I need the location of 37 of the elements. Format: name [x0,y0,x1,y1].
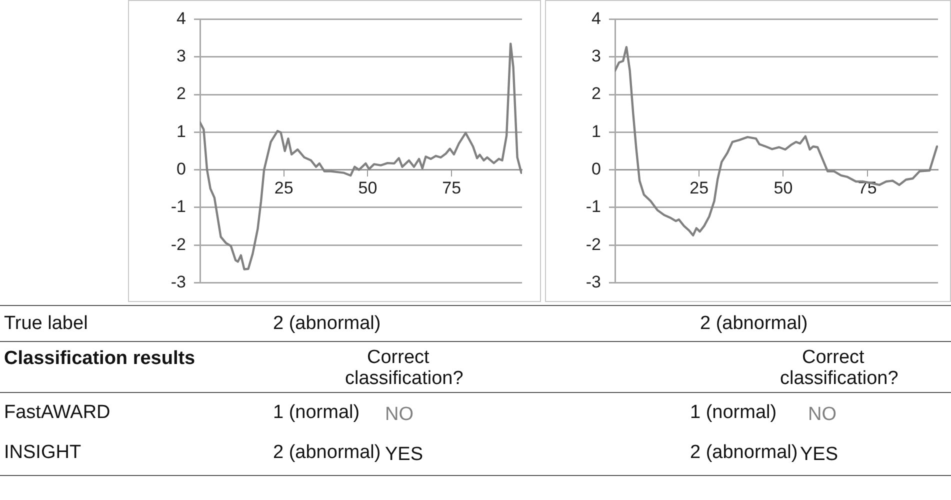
y-tick-label: -2 [170,234,186,254]
y-tick-label: -1 [586,197,601,216]
y-tick-label: 3 [176,46,186,66]
y-tick-label: -3 [586,272,601,292]
text: 2 (abnormal) [700,313,808,334]
text: Classification results [4,348,196,369]
y-tick-label: 1 [176,122,186,141]
text: Correct classification? [780,347,900,389]
y-tick-label: 4 [176,8,186,28]
y-tick-label: 2 [176,84,186,104]
text: Correct classification? [345,347,464,389]
text: 1 (normal) [690,402,777,423]
text: 2 (abnormal) [690,442,798,463]
text: FastAWARD [4,402,110,423]
y-tick-label: 1 [592,122,601,141]
y-tick-label: -1 [170,197,186,216]
text: YES [800,444,838,465]
y-tick-label: 0 [176,160,186,179]
text: 2 (abnormal) [273,313,381,334]
y-tick-label: -2 [586,234,601,254]
x-tick-label: 50 [358,178,378,198]
text: INSIGHT [4,442,82,463]
text: YES [385,444,424,465]
y-tick-label: -3 [170,272,186,292]
text: True label [4,313,88,334]
y-tick-label: 3 [592,46,601,66]
y-tick-label: 0 [592,160,601,179]
x-tick-label: 25 [690,178,709,198]
text: NO [808,404,836,425]
x-tick-label: 25 [274,178,294,198]
text: 1 (normal) [273,402,360,423]
y-tick-label: 4 [592,8,601,28]
y-tick-label: 2 [592,84,601,104]
text: 2 (abnormal) [273,442,381,463]
text: NO [385,404,414,425]
x-tick-label: 75 [442,178,462,198]
x-tick-label: 50 [774,178,793,198]
